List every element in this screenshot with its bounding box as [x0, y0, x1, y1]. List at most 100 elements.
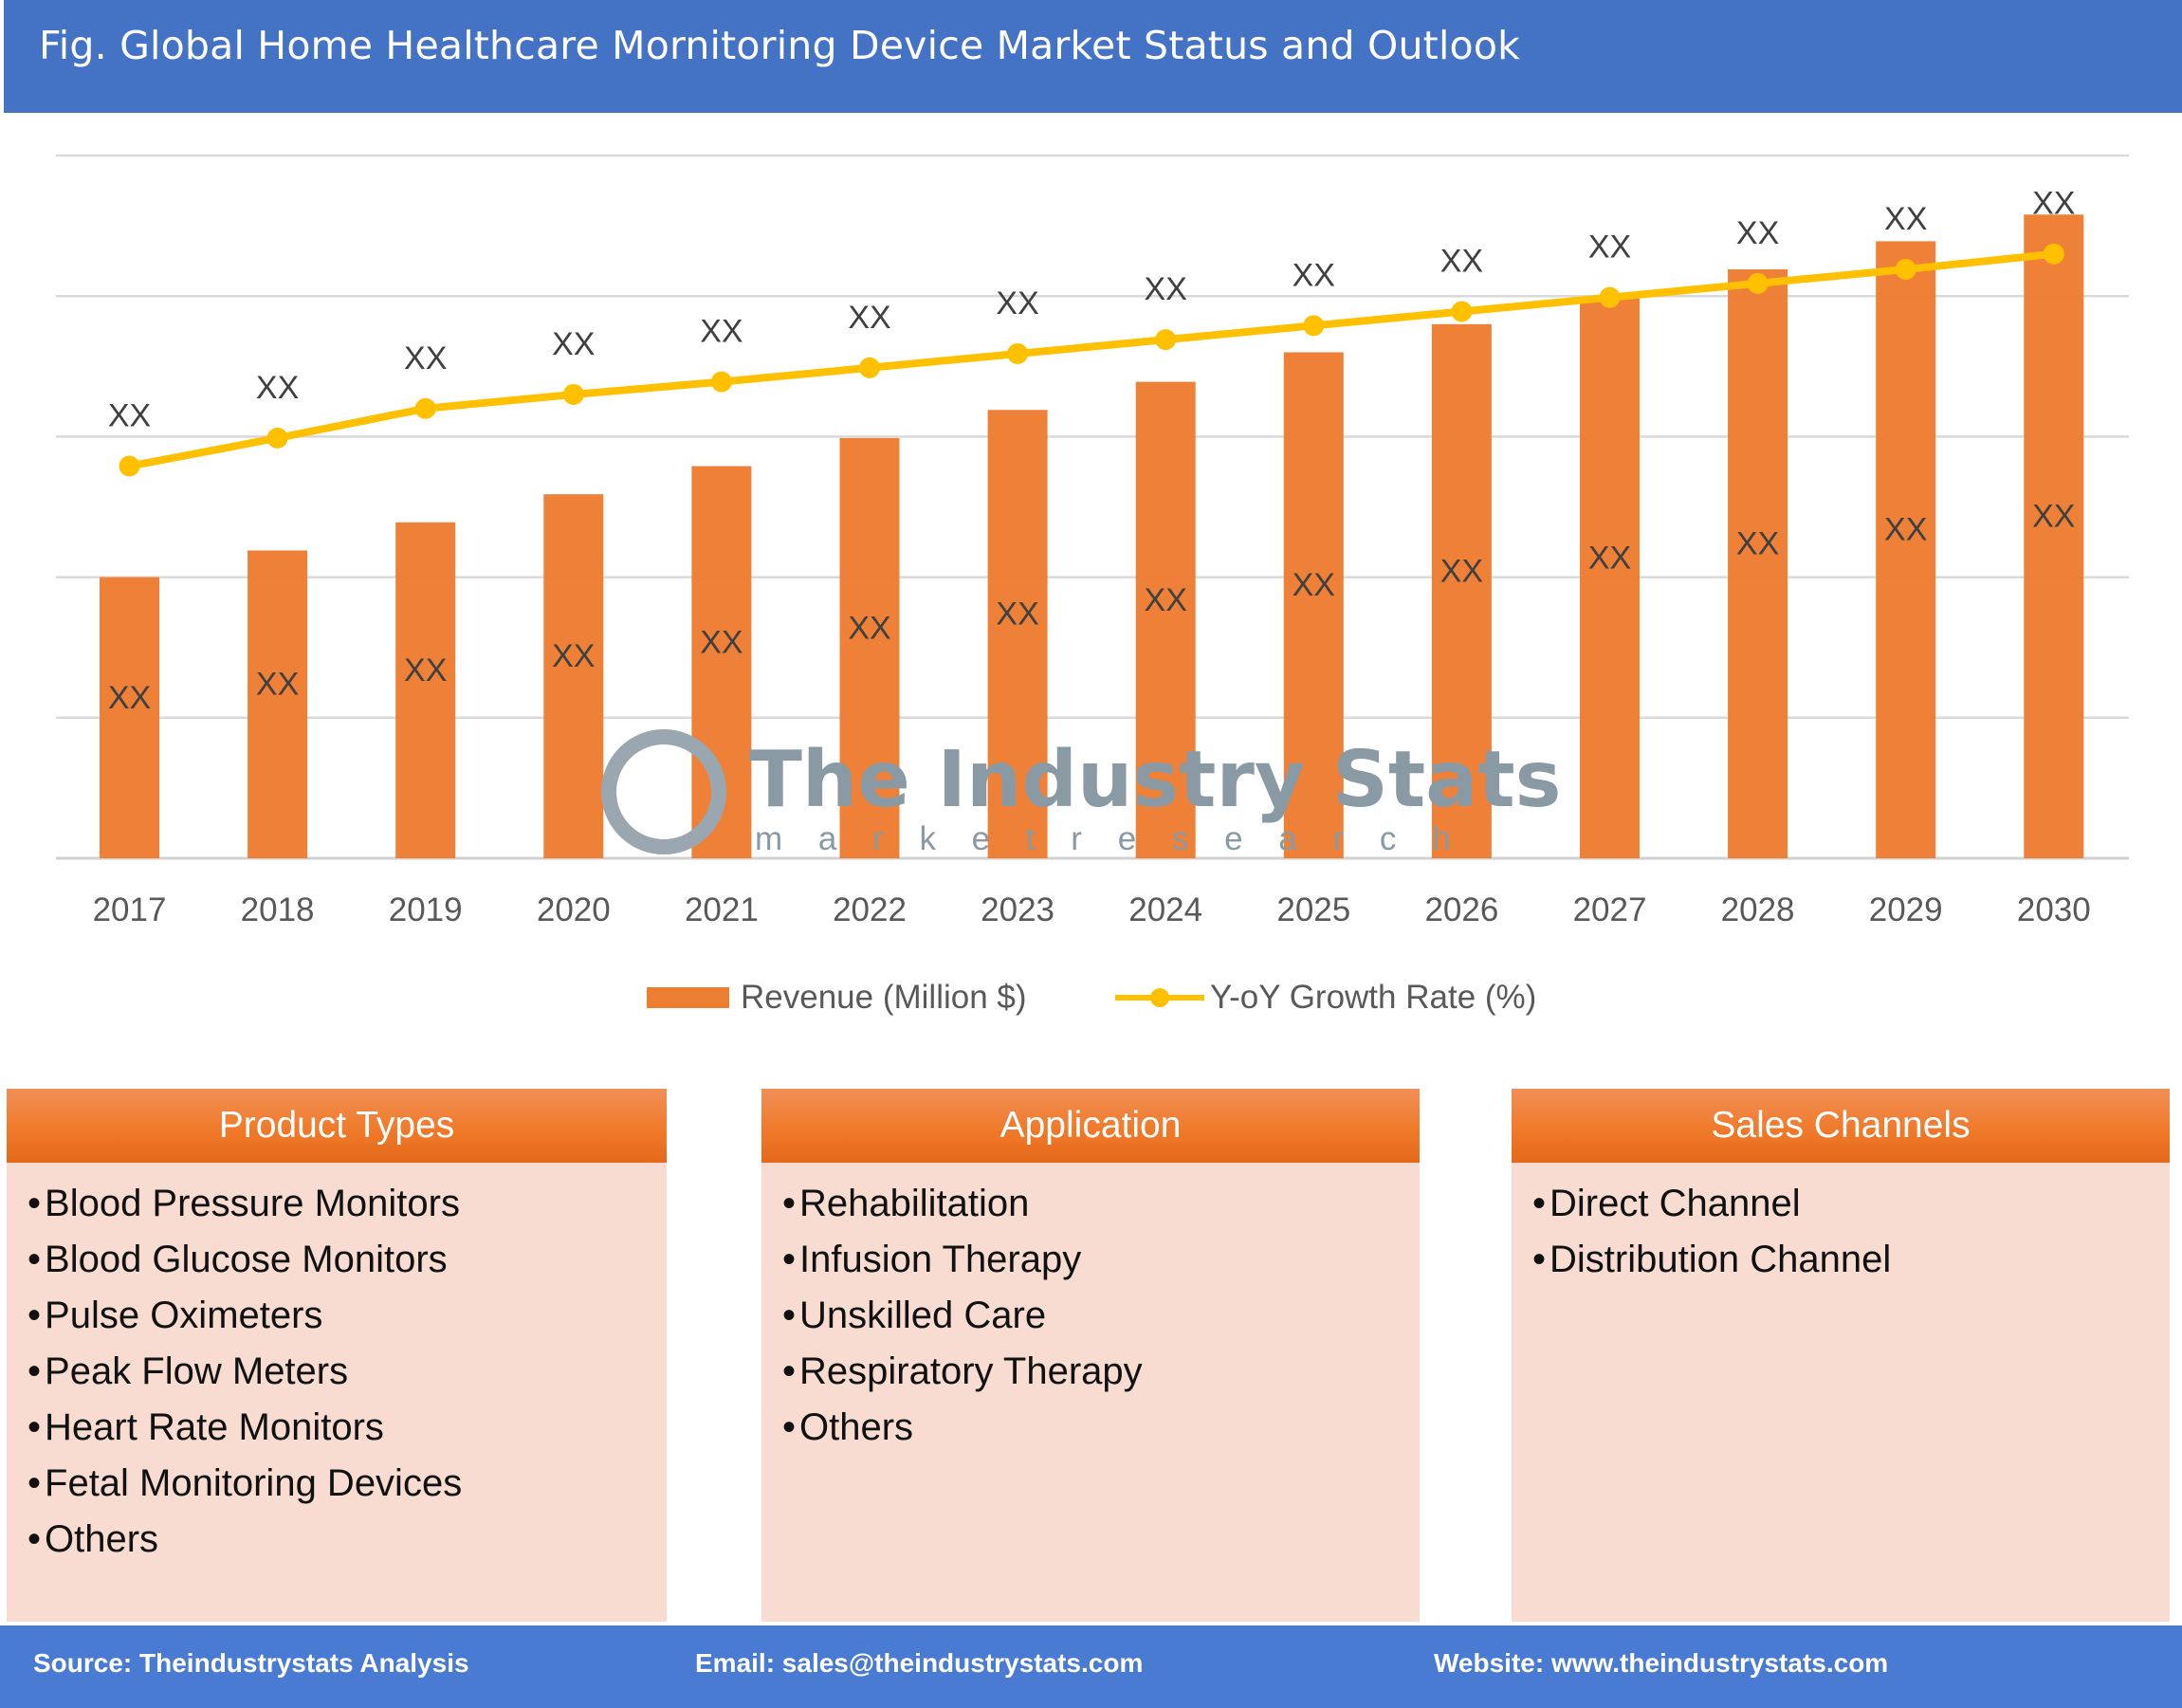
footer-website: Website: www.theindustrystats.com [1434, 1648, 1889, 1678]
growth-point-2020 [562, 383, 584, 405]
bullet-icon: • [28, 1518, 42, 1560]
list-item-label: Heart Rate Monitors [45, 1406, 384, 1448]
bullet-icon: • [28, 1295, 42, 1336]
line-data-label: XX [700, 314, 743, 350]
bullet-icon: • [782, 1183, 797, 1224]
list-item: • Infusion Therapy [782, 1232, 1420, 1288]
x-tick-label: 2019 [389, 891, 463, 928]
list-item-label: Peak Flow Meters [45, 1350, 349, 1392]
list-item-label: Direct Channel [1549, 1183, 1801, 1224]
line-data-label: XX [404, 340, 447, 376]
x-tick-label: 2020 [537, 891, 611, 928]
bar-data-label: XX [108, 680, 151, 716]
line-data-label: XX [2032, 186, 2075, 222]
list-item-label: Blood Glucose Monitors [45, 1239, 448, 1280]
bar-data-label: XX [1293, 567, 1335, 603]
growth-point-2017 [119, 455, 140, 477]
bar-data-label: XX [1588, 540, 1631, 576]
list-item-label: Distribution Channel [1549, 1239, 1892, 1280]
x-tick-label: 2024 [1128, 891, 1202, 928]
bar-2020 [543, 494, 604, 858]
bar-2026 [1431, 323, 1492, 859]
legend: Revenue (Million $) Y-oY Growth Rate (%) [0, 977, 2182, 1019]
list-item-label: Blood Pressure Monitors [45, 1183, 460, 1224]
list-item-label: Respiratory Therapy [799, 1350, 1143, 1392]
bar-data-label: XX [256, 667, 299, 703]
footer-email: Email: sales@theindustrystats.com [695, 1648, 1144, 1678]
growth-point-2025 [1303, 315, 1325, 337]
bullet-icon: • [28, 1350, 42, 1392]
bullet-icon: • [28, 1462, 42, 1504]
list-item-label: Pulse Oximeters [45, 1295, 323, 1336]
list-item: • Rehabilitation [782, 1176, 1420, 1232]
list-item: • Others [28, 1512, 667, 1568]
growth-point-2030 [2043, 243, 2064, 265]
bar-2030 [2024, 214, 2084, 858]
list-item: • Peak Flow Meters [28, 1344, 667, 1400]
segment-box-application: Application • Rehabilitation • Infusion Ther… [761, 1089, 1420, 1622]
list-item: • Heart Rate Monitors [28, 1400, 667, 1456]
bullet-icon: • [28, 1239, 42, 1280]
x-tick-label: 2029 [1869, 891, 1943, 928]
list-item-label: Unskilled Care [799, 1295, 1047, 1336]
x-tick-label: 2028 [1721, 891, 1795, 928]
x-tick-label: 2027 [1573, 891, 1647, 928]
segment-list: • Direct Channel • Distribution Channel [1512, 1163, 2170, 1288]
growth-point-2024 [1155, 329, 1177, 351]
bullet-icon: • [28, 1183, 42, 1224]
bullet-icon: • [782, 1239, 797, 1280]
legend-revenue-label: Revenue (Million $) [741, 979, 1027, 1016]
growth-point-2018 [266, 427, 288, 449]
segment-box-title: Product Types [7, 1089, 667, 1163]
list-item-label: Fetal Monitoring Devices [45, 1462, 463, 1504]
list-item: • Fetal Monitoring Devices [28, 1456, 667, 1512]
legend-bar-swatch [647, 987, 729, 1008]
x-tick-label: 2017 [93, 891, 167, 928]
growth-point-2026 [1451, 301, 1473, 322]
bar-data-label: XX [1736, 526, 1779, 562]
growth-point-2019 [414, 397, 436, 419]
line-data-label: XX [1736, 215, 1779, 251]
legend-line-swatch [1115, 977, 1204, 1019]
header-bar: Fig. Global Home Healthcare Mornitoring … [4, 0, 2182, 113]
bar-data-label: XX [848, 610, 890, 646]
bar-data-label: XX [996, 597, 1038, 633]
bar-2028 [1728, 269, 1788, 858]
list-item: • Distribution Channel [1532, 1232, 2170, 1288]
bullet-icon: • [782, 1350, 797, 1392]
line-data-label: XX [1145, 271, 1187, 307]
bar-2027 [1580, 297, 1640, 858]
list-item: • Others [782, 1400, 1420, 1456]
bullet-icon: • [1532, 1239, 1547, 1280]
x-tick-label: 2018 [241, 891, 315, 928]
list-item: • Unskilled Care [782, 1288, 1420, 1344]
bar-data-label: XX [1884, 512, 1927, 548]
list-item-label: Rehabilitation [799, 1183, 1030, 1224]
segment-list: • Rehabilitation • Infusion Therapy • Unskill… [761, 1163, 1420, 1456]
growth-point-2023 [1007, 342, 1029, 364]
bar-2029 [1876, 241, 1936, 859]
line-data-label: XX [848, 300, 890, 336]
line-data-label: XX [108, 398, 151, 434]
growth-point-2021 [710, 371, 732, 393]
list-item: • Respiratory Therapy [782, 1344, 1420, 1400]
line-data-label: XX [1293, 257, 1335, 293]
gear-icon [601, 729, 726, 854]
bar-data-label: XX [552, 638, 595, 674]
line-data-label: XX [996, 285, 1038, 321]
line-data-label: XX [552, 326, 595, 362]
list-item-label: Infusion Therapy [799, 1239, 1082, 1280]
bullet-icon: • [782, 1295, 797, 1336]
growth-point-2029 [1895, 259, 1916, 281]
segment-box-product-types: Product Types • Blood Pressure Monitors • Bl… [7, 1089, 667, 1622]
segment-list: • Blood Pressure Monitors • Blood Glucose M… [7, 1163, 667, 1568]
list-item: • Blood Pressure Monitors [28, 1176, 667, 1232]
segment-box-title: Sales Channels [1512, 1089, 2170, 1163]
legend-growth: Y-oY Growth Rate (%) [1115, 977, 1536, 1019]
bar-data-label: XX [404, 652, 447, 689]
segment-box-sales-channels: Sales Channels • Direct Channel • Distributi… [1512, 1089, 2170, 1622]
x-tick-label: 2021 [685, 891, 759, 928]
growth-point-2022 [859, 357, 880, 378]
